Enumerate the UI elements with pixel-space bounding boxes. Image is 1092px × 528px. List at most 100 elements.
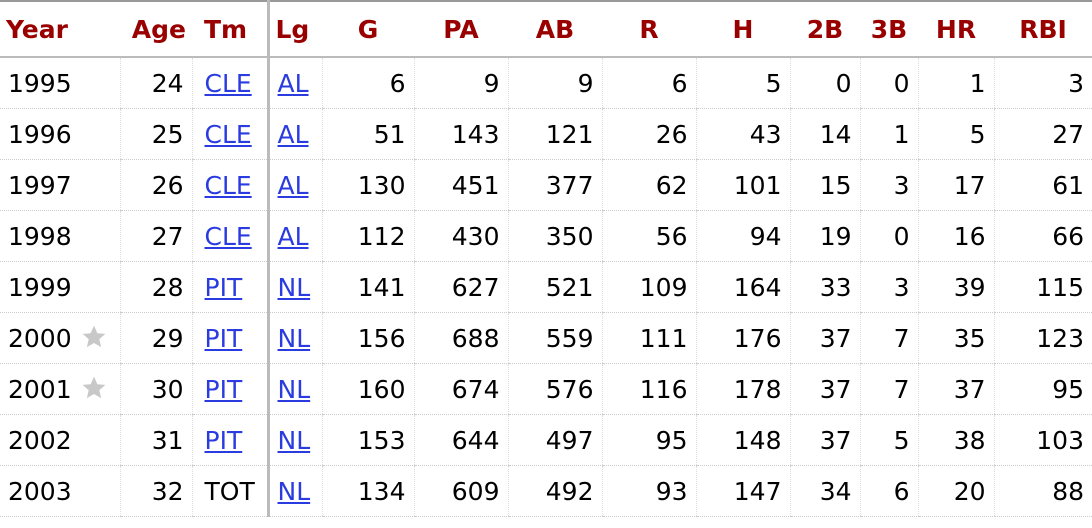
cell-text: 7	[893, 323, 910, 353]
table-cell: 3	[859, 261, 918, 313]
table-cell: NL	[266, 414, 322, 466]
team-link[interactable]: PIT	[204, 272, 243, 302]
team-link[interactable]: CLE	[204, 119, 252, 149]
cell-text: 148	[733, 425, 782, 455]
table-cell: 1996	[0, 108, 120, 160]
team-link[interactable]: CLE	[204, 170, 252, 200]
table-cell: 9	[507, 57, 602, 109]
league-link[interactable]: AL	[277, 221, 309, 251]
table-cell: 39	[917, 261, 994, 313]
table-row: 2001 30 PIT NL 160 674 576 116 178 37 7 37 95	[0, 363, 1092, 415]
cell-text: 26	[655, 119, 688, 149]
league-link[interactable]: NL	[277, 323, 311, 353]
cell-text: 3	[893, 170, 910, 200]
table-cell: 377	[507, 159, 602, 211]
table-cell: 1995	[0, 57, 120, 109]
league-link[interactable]: NL	[277, 476, 311, 506]
table-cell: 35	[917, 312, 994, 364]
table-cell: 30	[119, 363, 192, 415]
table-row: 1997 26 CLE AL 130 451 377 62 101 15 3 17 61	[0, 159, 1092, 211]
table-cell: CLE	[191, 159, 268, 211]
column-header: 2B	[790, 0, 860, 58]
cell-text: 156	[357, 323, 406, 353]
team-link[interactable]: PIT	[204, 374, 243, 404]
cell-text: 147	[733, 476, 782, 506]
table-cell: 56	[601, 210, 696, 262]
league-link[interactable]: NL	[277, 272, 311, 302]
cell-text: 153	[357, 425, 406, 455]
cell-text: 130	[357, 170, 406, 200]
cell-text: 430	[451, 221, 500, 251]
league-link[interactable]: AL	[277, 119, 309, 149]
table-cell: 16	[917, 210, 994, 262]
team-link[interactable]: PIT	[204, 323, 243, 353]
league-link[interactable]: NL	[277, 374, 311, 404]
cell-text: 17	[953, 170, 986, 200]
league-link[interactable]: AL	[277, 68, 309, 98]
table-cell: 497	[507, 414, 602, 466]
cell-text: 24	[151, 68, 184, 98]
cell-text: 609	[451, 476, 500, 506]
league-link[interactable]: NL	[277, 425, 311, 455]
table-cell: 143	[413, 108, 508, 160]
table-cell: 20	[917, 465, 994, 517]
table-cell: 2002	[0, 414, 120, 466]
cell-text: 123	[1036, 323, 1084, 353]
cell-text: 109	[639, 272, 688, 302]
cell-text: 644	[451, 425, 500, 455]
cell-text: 35	[953, 323, 986, 353]
table-cell: 6	[859, 465, 918, 517]
table-cell: 51	[321, 108, 414, 160]
all-star-icon	[82, 325, 105, 347]
cell-text: 95	[1052, 374, 1084, 404]
team-link[interactable]: CLE	[204, 221, 252, 251]
cell-text: 164	[733, 272, 782, 302]
table-cell: 25	[119, 108, 192, 160]
cell-text: 103	[1036, 425, 1084, 455]
column-header: G	[322, 0, 414, 58]
table-cell: 15	[789, 159, 860, 211]
cell-text: 0	[835, 68, 852, 98]
cell-text: 6	[671, 68, 688, 98]
table-cell: 109	[601, 261, 696, 313]
league-link[interactable]: AL	[277, 170, 309, 200]
cell-text: 559	[545, 323, 594, 353]
table-cell: 141	[321, 261, 414, 313]
table-cell: AL	[266, 159, 322, 211]
table-cell: 27	[993, 108, 1092, 160]
cell-text: 5	[893, 425, 910, 455]
table-cell: 37	[789, 312, 860, 364]
cell-text: 451	[451, 170, 500, 200]
cell-text: 116	[639, 374, 688, 404]
column-header: HR	[918, 0, 994, 58]
cell-text: 627	[451, 272, 500, 302]
table-cell: NL	[266, 465, 322, 517]
table-cell: 115	[993, 261, 1092, 313]
cell-text: 0	[893, 221, 910, 251]
table-row: 1999 28 PIT NL 141 627 521 109 164 33 3 39 115	[0, 261, 1092, 313]
cell-text: 1998	[8, 221, 72, 251]
table-cell: 14	[789, 108, 860, 160]
cell-text: 521	[545, 272, 594, 302]
cell-text: 2002	[8, 425, 72, 455]
table-cell: 2000	[0, 312, 120, 364]
cell-text: 160	[357, 374, 406, 404]
table-cell: 121	[507, 108, 602, 160]
table-cell: 38	[917, 414, 994, 466]
team-link[interactable]: PIT	[204, 425, 243, 455]
table-cell: 2003	[0, 465, 120, 517]
table-cell: 350	[507, 210, 602, 262]
team-link[interactable]: CLE	[204, 68, 252, 98]
table-cell: 3	[859, 159, 918, 211]
cell-text: 1997	[8, 170, 72, 200]
table-body: 1995 24 CLE AL 6 9 9 6 5 0 0 1 3 1996 25 CLE AL 51 143 121 2…	[0, 57, 1092, 517]
table-cell: 7	[859, 363, 918, 415]
table-cell: 116	[601, 363, 696, 415]
table-cell: 5	[917, 108, 994, 160]
table-cell: 32	[119, 465, 192, 517]
table-cell: AL	[266, 108, 322, 160]
table-cell: 688	[413, 312, 508, 364]
table-cell: 95	[601, 414, 696, 466]
cell-text: 37	[953, 374, 986, 404]
table-cell: CLE	[191, 108, 268, 160]
